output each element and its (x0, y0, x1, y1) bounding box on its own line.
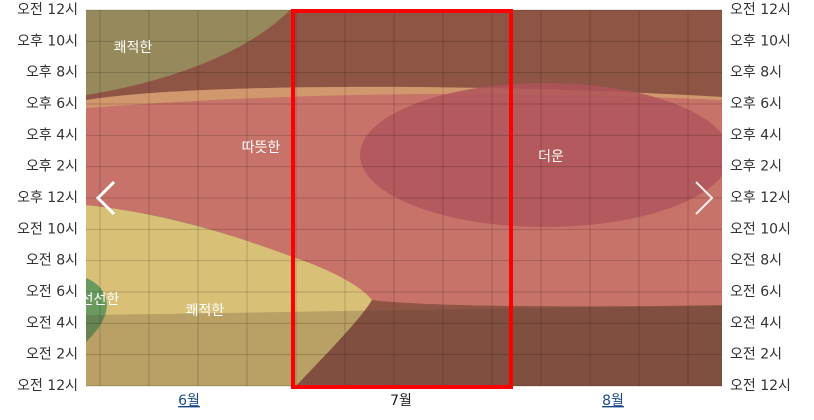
y-tick-label: 오전 4시 (26, 315, 78, 331)
y-tick-label-right: 오후 10시 (730, 33, 791, 49)
y-tick-label-right: 오후 12시 (730, 190, 791, 206)
y-tick-label-right: 오전 8시 (730, 253, 782, 269)
y-tick-label-right: 오전 12시 (730, 378, 791, 394)
month-label: 7월 (390, 393, 412, 409)
annotation: 선선한 (81, 292, 120, 308)
y-tick-label: 오전 2시 (26, 347, 78, 363)
hot-band (360, 83, 722, 227)
y-tick-label: 오전 6시 (26, 284, 78, 300)
month-label[interactable]: 8월 (602, 393, 624, 409)
annotation: 따뜻한 (242, 140, 281, 156)
y-tick-label-right: 오전 2시 (730, 347, 782, 363)
y-tick-label-right: 오후 4시 (730, 127, 782, 143)
y-tick-label-right: 오전 12시 (730, 2, 791, 18)
y-tick-label: 오전 12시 (17, 2, 78, 18)
y-tick-label-right: 오전 6시 (730, 284, 782, 300)
annotation: 쾌적한 (186, 303, 225, 319)
y-tick-label-right: 오후 6시 (730, 96, 782, 112)
y-tick-label: 오전 10시 (17, 221, 78, 237)
selection[interactable] (291, 9, 513, 389)
y-tick-label-right: 오후 8시 (730, 65, 782, 81)
y-tick-label: 오후 4시 (26, 127, 78, 143)
comfortable-band (86, 205, 372, 386)
prev-arrow[interactable] (95, 180, 116, 216)
y-tick-label: 오후 12시 (17, 190, 78, 206)
y-tick-label-right: 오전 10시 (730, 221, 791, 237)
bands (86, 10, 722, 386)
y-tick-label-right: 오전 4시 (730, 315, 782, 331)
y-tick-label: 오전 8시 (26, 253, 78, 269)
month-label[interactable]: 6월 (178, 393, 200, 409)
y-tick-label-right: 오후 2시 (730, 159, 782, 175)
next-arrow[interactable] (695, 181, 714, 215)
annotation: 쾌적한 (114, 40, 153, 56)
y-tick-label: 오후 2시 (26, 159, 78, 175)
y-tick-label: 오후 8시 (26, 65, 78, 81)
y-tick-label: 오전 12시 (17, 378, 78, 394)
night-shade (86, 306, 722, 386)
annotation: 더운 (538, 149, 564, 165)
y-tick-label: 오후 10시 (17, 33, 78, 49)
y-tick-label: 오후 6시 (26, 96, 78, 112)
cool-green (86, 278, 107, 342)
